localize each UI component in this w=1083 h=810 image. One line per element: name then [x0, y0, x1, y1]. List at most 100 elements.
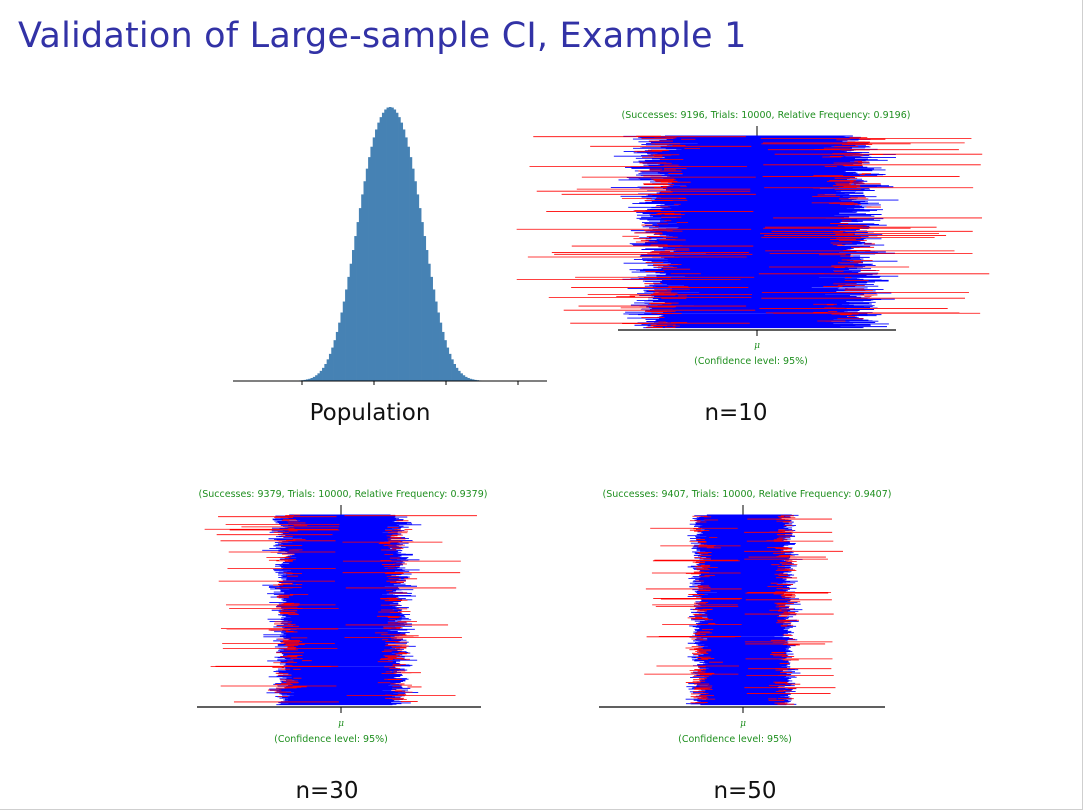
histogram-bar: [398, 117, 401, 381]
ci-panel-n10: (Successes: 9196, Trials: 10000, Relativ…: [516, 110, 990, 367]
histogram-bar: [393, 109, 397, 381]
missing-intervals: [204, 514, 477, 703]
histogram-bar: [322, 367, 325, 381]
histogram-bar: [303, 379, 307, 381]
histogram-bar: [317, 373, 321, 381]
histogram-bar: [351, 250, 355, 381]
success-annotation: (Successes: 9407, Trials: 10000, Relativ…: [603, 489, 892, 500]
histogram-bar: [375, 129, 378, 381]
histogram-bar: [414, 181, 417, 381]
histogram-bar: [345, 289, 348, 381]
covering-intervals: [610, 135, 899, 329]
histogram-bar: [395, 112, 399, 381]
histogram-bar: [365, 168, 369, 381]
histogram-bar: [326, 359, 330, 381]
histogram-bar: [441, 331, 445, 381]
histogram-bar: [340, 312, 344, 381]
histogram-bar: [418, 208, 422, 381]
histogram-bar: [381, 112, 385, 381]
covering-intervals: [685, 514, 803, 706]
histogram-bar: [335, 331, 339, 381]
confidence-level-label: (Confidence level: 95%): [274, 734, 388, 745]
n10-caption: n=10: [704, 400, 768, 426]
histogram-bar: [448, 353, 452, 381]
histogram-bar: [439, 322, 443, 381]
n30-caption: n=30: [295, 778, 359, 804]
histogram-bar: [425, 250, 429, 381]
interval-lines: [516, 135, 990, 329]
histogram-bar: [423, 236, 427, 381]
ci-panel-n30: (Successes: 9379, Trials: 10000, Relativ…: [197, 489, 488, 745]
histogram-bars: [299, 107, 482, 382]
histogram-bar: [312, 376, 316, 381]
histogram-bar: [305, 379, 309, 381]
population-caption: Population: [309, 400, 431, 426]
histogram-bar: [354, 236, 357, 381]
histogram-bar: [411, 168, 415, 381]
histogram-bar: [361, 194, 364, 381]
confidence-level-label: (Confidence level: 95%): [694, 356, 808, 367]
interval-lines: [204, 514, 477, 706]
histogram-bar: [428, 263, 431, 381]
ci-panel-n50: (Successes: 9407, Trials: 10000, Relativ…: [599, 489, 892, 745]
histogram-bar: [342, 301, 346, 381]
histogram-bar: [338, 322, 341, 381]
histogram-bar: [372, 137, 376, 381]
histogram-bar: [315, 375, 318, 381]
histogram-bar: [455, 367, 459, 381]
histogram-bar: [460, 373, 463, 381]
mu-label: μ: [338, 719, 344, 729]
histogram-bar: [464, 376, 468, 381]
histogram-bar: [349, 263, 353, 381]
histogram-bar: [308, 378, 311, 381]
histogram-bar: [377, 122, 380, 382]
histogram-bar: [474, 379, 477, 381]
histogram-bar: [347, 276, 351, 381]
mu-label: μ: [754, 341, 760, 351]
histogram-bar: [331, 347, 334, 381]
histogram-bar: [469, 378, 473, 381]
histogram-bar: [328, 353, 332, 381]
confidence-level-label: (Confidence level: 95%): [678, 734, 792, 745]
mu-label: μ: [740, 719, 746, 729]
interval-lines: [644, 514, 843, 706]
n50-caption: n=50: [713, 778, 777, 804]
histogram-bar: [400, 122, 404, 382]
histogram-bar: [319, 370, 323, 381]
histogram-bar: [444, 340, 447, 381]
histogram-bar: [379, 117, 383, 381]
histogram-bar: [416, 194, 420, 381]
histogram-bar: [386, 107, 390, 382]
histogram-bar: [368, 157, 371, 381]
histogram-bar: [462, 375, 466, 381]
histogram-bar: [407, 146, 410, 381]
histogram-bar: [430, 276, 433, 381]
histogram-bar: [471, 379, 475, 381]
histogram-bar: [432, 289, 436, 381]
histogram-bar: [363, 181, 367, 381]
histogram-bar: [358, 208, 362, 381]
population-histogram: [233, 107, 547, 385]
success-annotation: (Successes: 9379, Trials: 10000, Relativ…: [199, 489, 488, 500]
histogram-bar: [437, 312, 440, 381]
missing-intervals: [644, 515, 843, 705]
histogram-bar: [391, 107, 394, 382]
histogram-bar: [421, 222, 424, 381]
histogram-bar: [409, 157, 413, 381]
histogram-bar: [467, 377, 470, 381]
histogram-bar: [457, 370, 461, 381]
success-annotation: (Successes: 9196, Trials: 10000, Relativ…: [622, 110, 911, 121]
histogram-bar: [451, 359, 454, 381]
histogram-bar: [434, 301, 438, 381]
histogram-bar: [333, 340, 337, 381]
histogram-bar: [356, 222, 360, 381]
slide-title: Validation of Large-sample CI, Example 1: [18, 16, 747, 56]
histogram-bar: [310, 377, 314, 381]
histogram-bar: [404, 137, 408, 381]
histogram-bar: [446, 347, 450, 381]
histogram-bar: [388, 107, 392, 381]
covering-intervals: [262, 514, 422, 706]
histogram-bar: [324, 364, 327, 381]
histogram-bar: [402, 129, 406, 381]
